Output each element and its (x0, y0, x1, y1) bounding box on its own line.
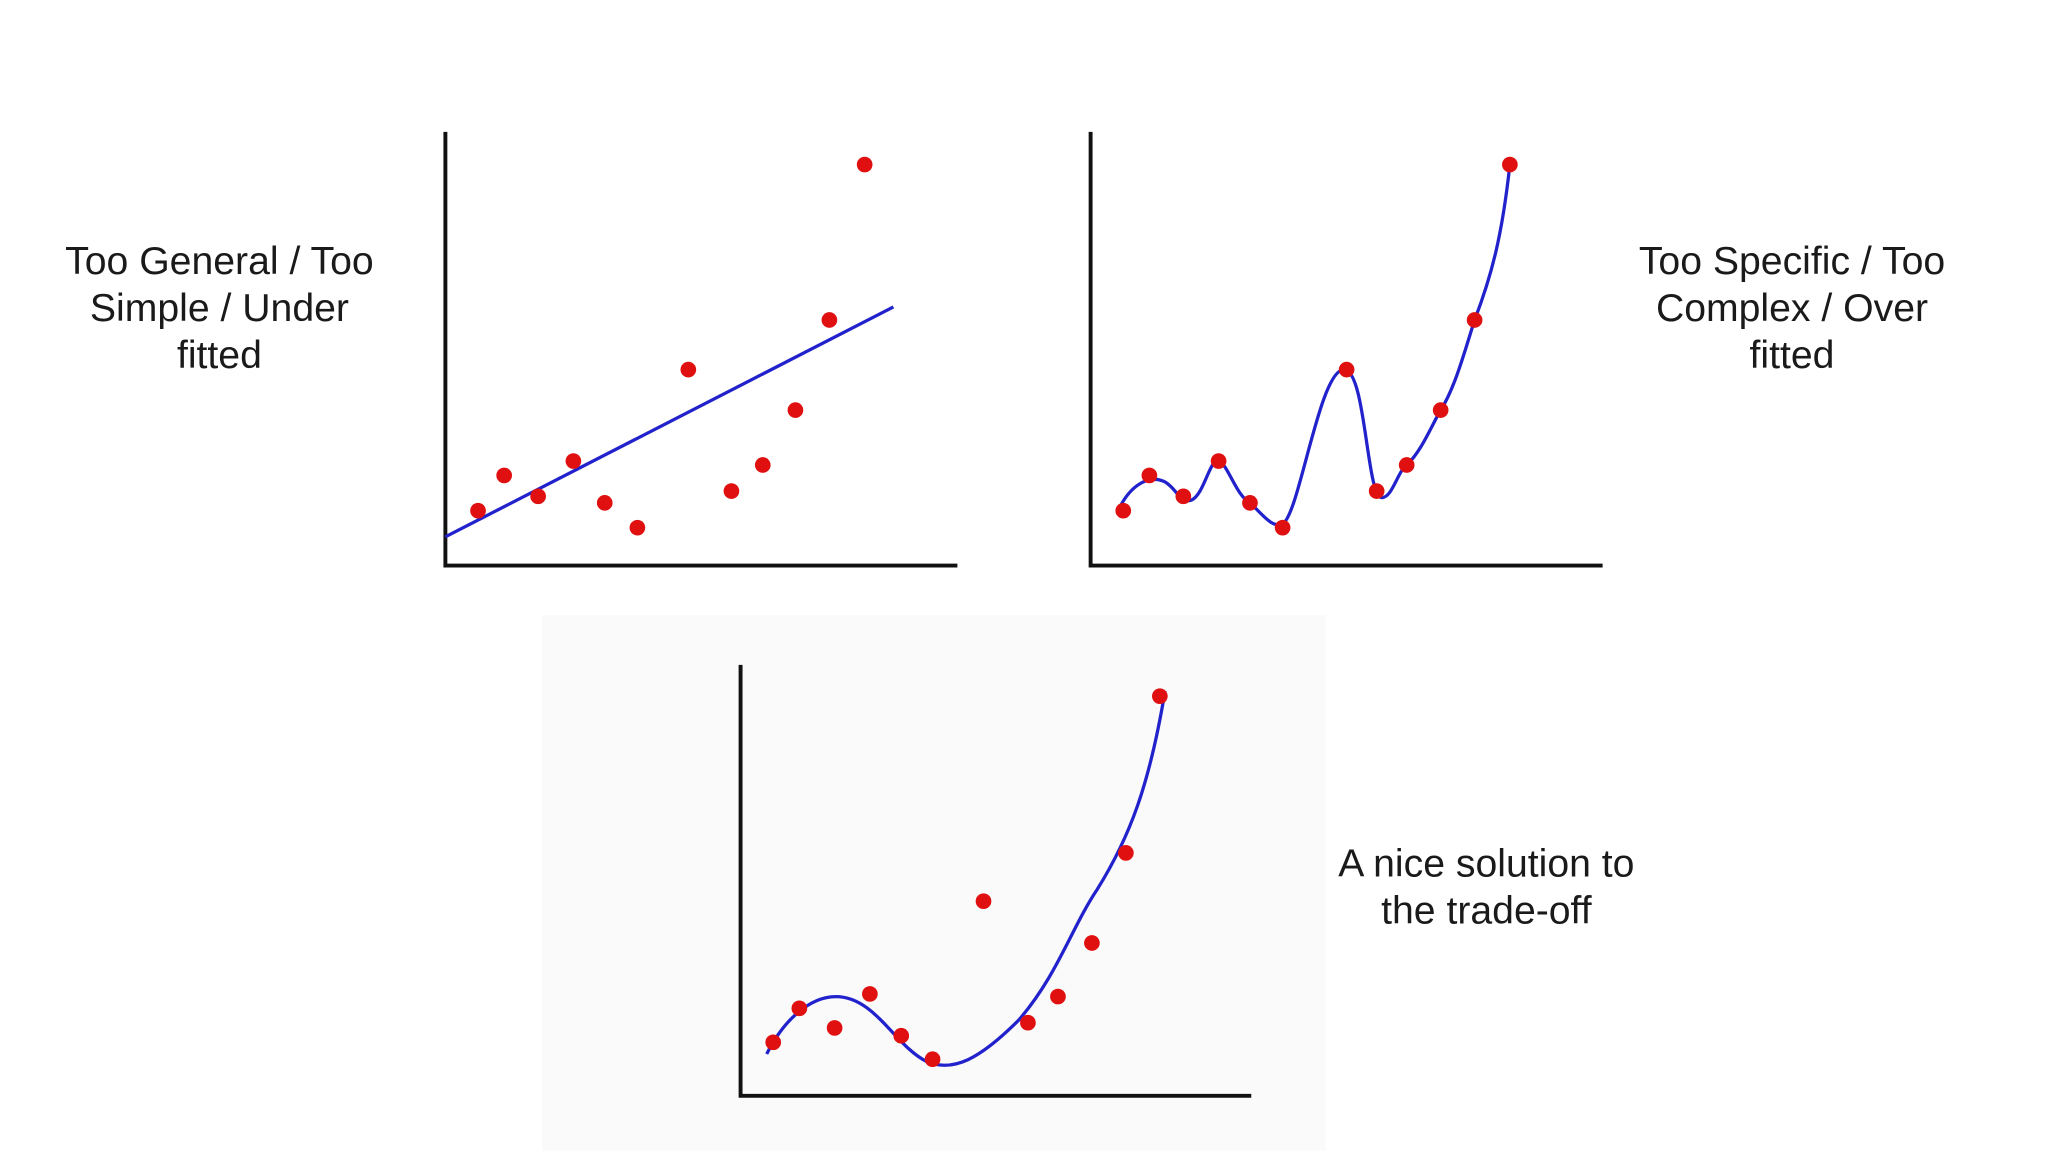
overfit-plot (1088, 131, 1603, 568)
point (1502, 156, 1518, 173)
point (1210, 453, 1227, 469)
point (765, 1034, 782, 1051)
label-line: fitted (177, 334, 262, 377)
point (791, 1000, 808, 1017)
point (826, 1020, 843, 1036)
label-overfit: Too Specific / Too Complex / Over fitted (1639, 240, 1945, 377)
point (893, 1027, 910, 1044)
underfit-plot (443, 131, 958, 568)
point (1020, 1014, 1036, 1031)
point (856, 156, 873, 173)
point (975, 893, 992, 910)
fit-curve (765, 690, 1167, 1067)
point (1152, 688, 1168, 704)
point (821, 312, 838, 328)
point (1432, 402, 1449, 418)
axes (1088, 131, 1603, 568)
point (565, 453, 582, 469)
point (496, 467, 512, 484)
points (470, 156, 873, 536)
label-underfit: Too General / Too Simple / Under fitted (65, 240, 374, 377)
point (470, 502, 486, 519)
fit-line (444, 305, 895, 539)
point (1084, 935, 1100, 951)
point (629, 519, 646, 536)
fit-curve (1117, 164, 1512, 527)
point (1115, 502, 1132, 519)
point (1466, 312, 1483, 328)
points (765, 688, 1168, 1068)
point (924, 1051, 941, 1068)
axes (738, 664, 1252, 1098)
point (530, 488, 546, 505)
label-line: Complex / Over (1656, 287, 1928, 330)
point (680, 361, 697, 378)
point (1175, 488, 1192, 505)
point (1398, 457, 1415, 473)
point (596, 495, 613, 511)
label-line: Too General / Too (65, 240, 374, 283)
label-line: Simple / Under (90, 287, 349, 330)
point (1338, 361, 1355, 378)
point (1050, 988, 1066, 1005)
point (1118, 845, 1134, 861)
goodfit-plot (542, 615, 1326, 1151)
point (723, 483, 740, 499)
label-line: Too Specific / Too (1639, 240, 1945, 283)
points (1115, 156, 1518, 536)
point (787, 402, 804, 418)
label-goodfit: A nice solution to the trade-off (1338, 842, 1634, 932)
label-line: fitted (1750, 334, 1835, 377)
point (1368, 483, 1385, 499)
point (1242, 495, 1258, 511)
point (754, 457, 771, 473)
plot-background (542, 615, 1326, 1151)
point (1141, 467, 1158, 484)
label-line: A nice solution to (1338, 842, 1634, 885)
label-line: the trade-off (1381, 889, 1592, 932)
point (862, 986, 878, 1002)
axes (443, 131, 958, 568)
point (1274, 519, 1291, 536)
